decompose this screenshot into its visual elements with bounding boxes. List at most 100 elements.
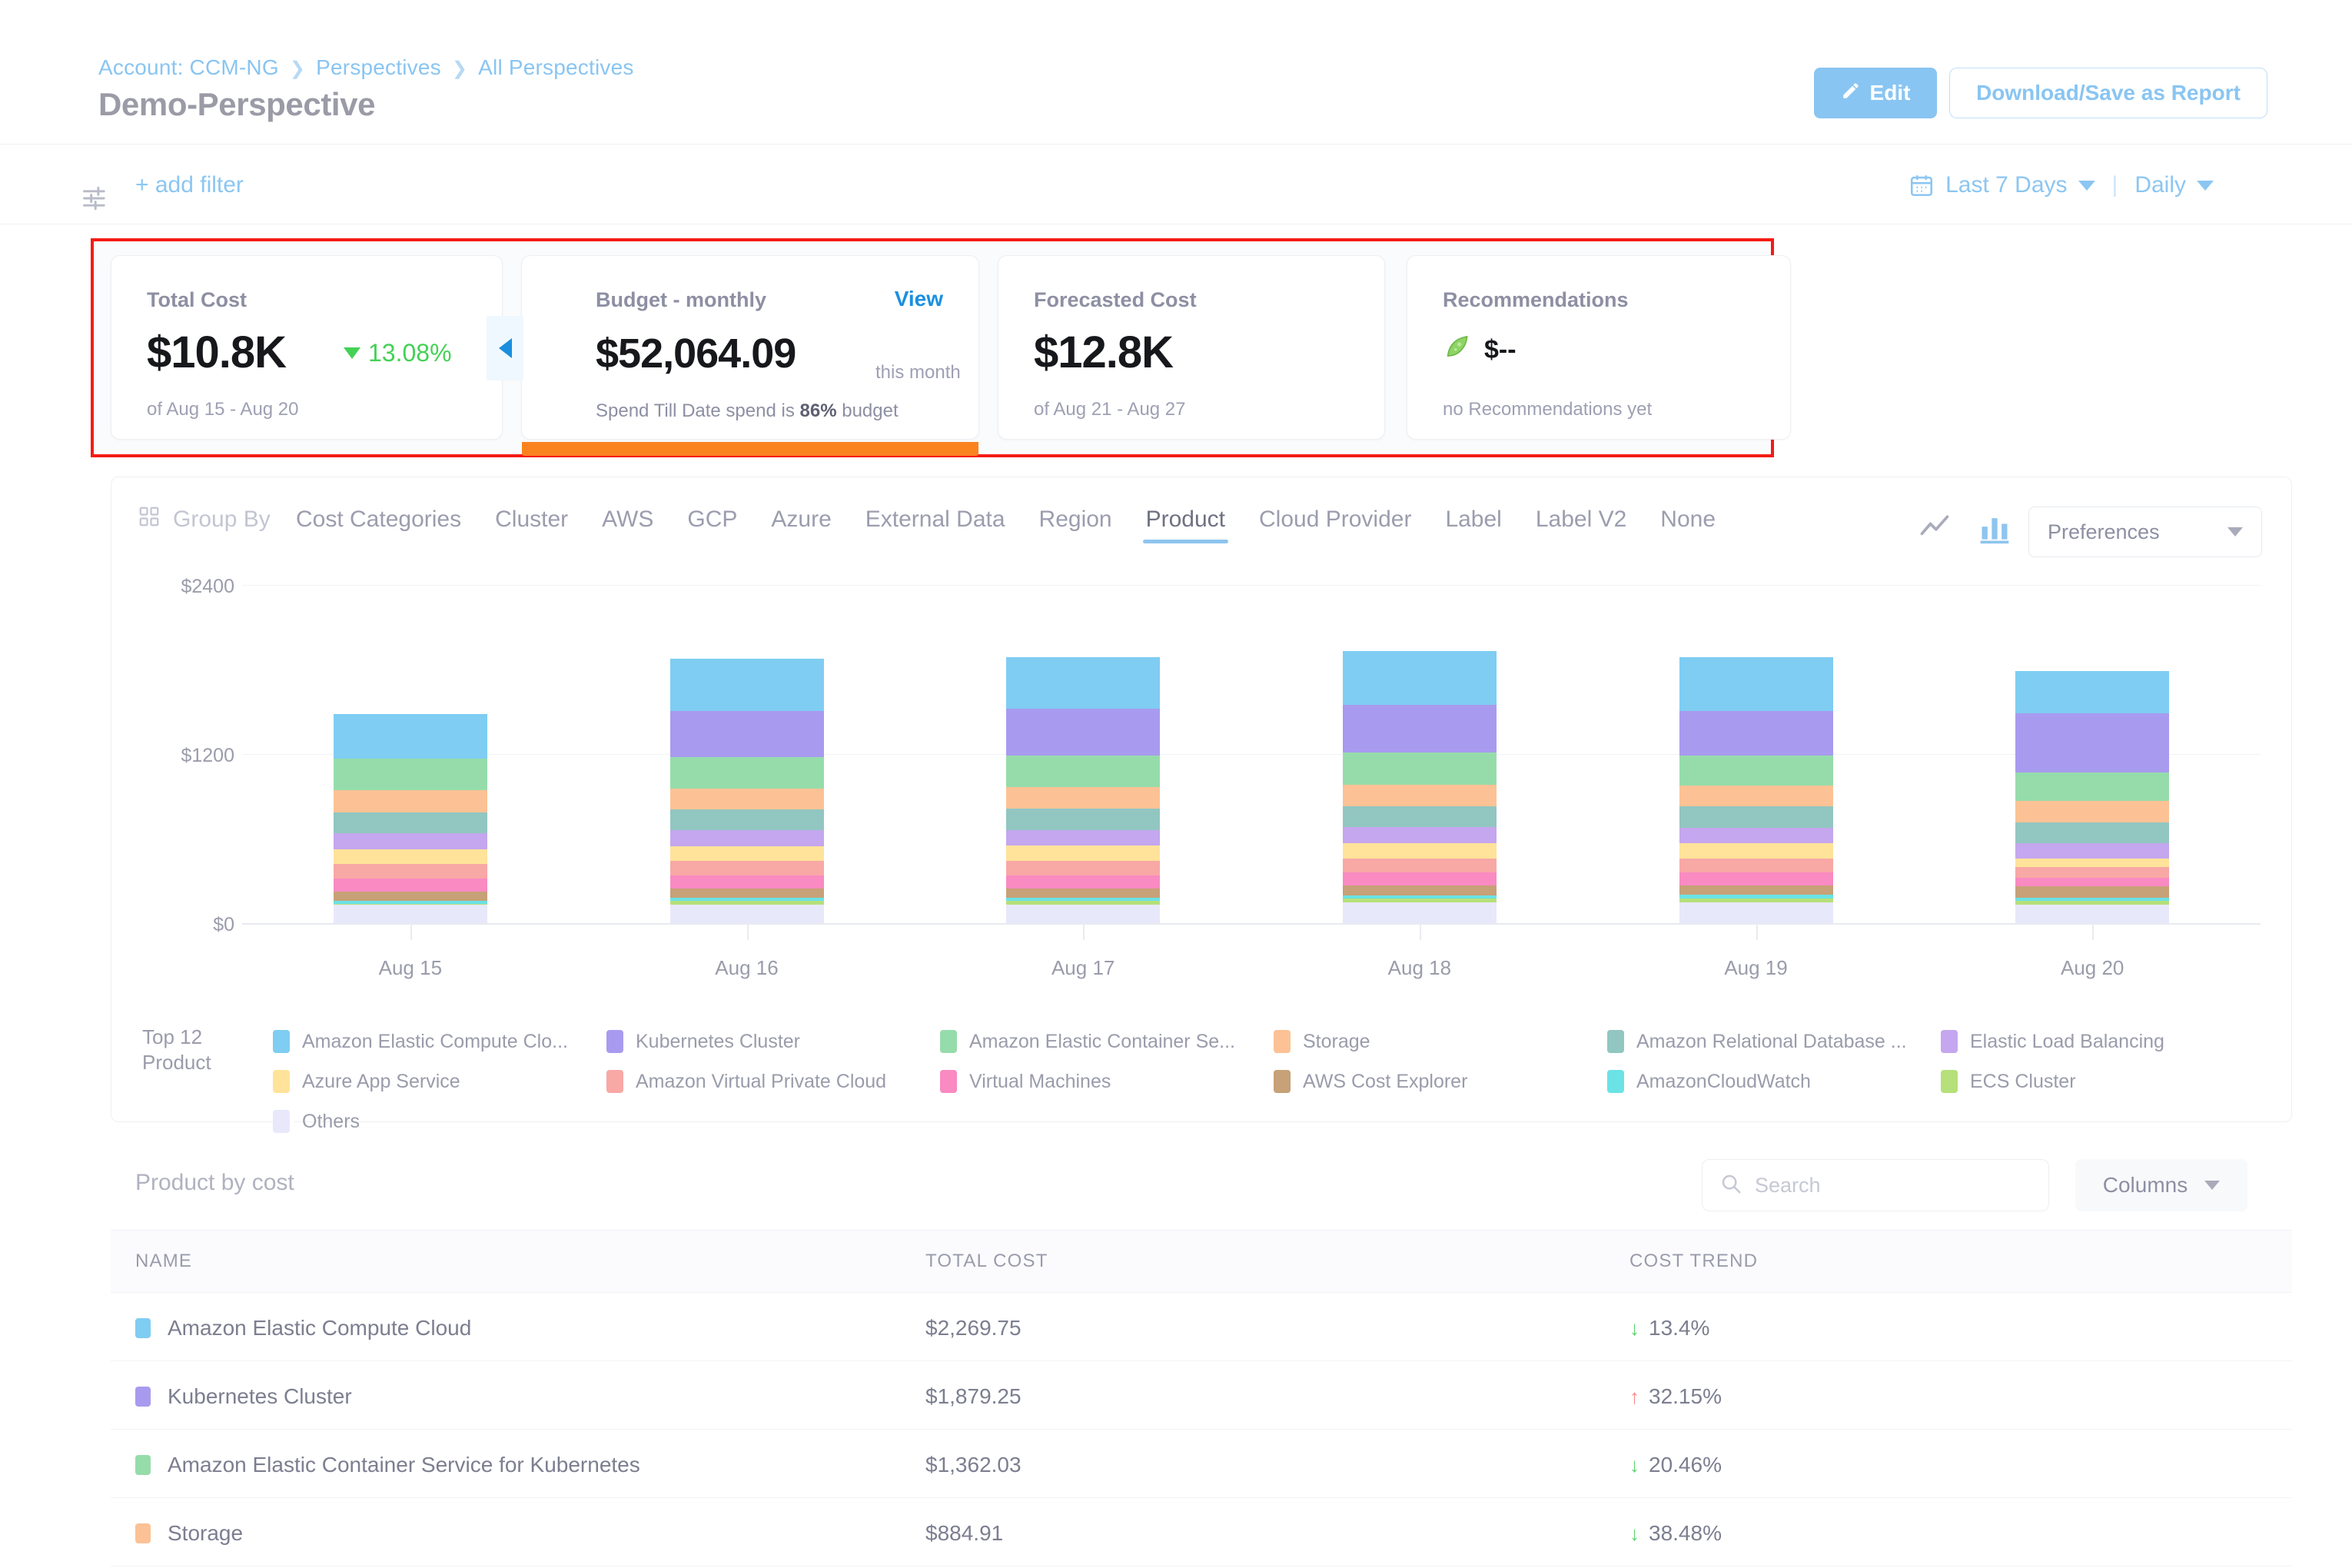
- group-by-tab-region[interactable]: Region: [1038, 507, 1112, 532]
- preferences-dropdown[interactable]: Preferences: [2028, 507, 2262, 557]
- kpi-card-recommendations[interactable]: Recommendations $-- no Recommendations y…: [1407, 255, 1791, 440]
- bar-segment[interactable]: [1342, 885, 1497, 895]
- bar-segment[interactable]: [1006, 905, 1161, 923]
- bar-segment[interactable]: [333, 714, 487, 759]
- bar-segment[interactable]: [2015, 858, 2170, 867]
- bar-segment[interactable]: [333, 833, 487, 849]
- bar-segment[interactable]: [2015, 671, 2170, 714]
- bar-segment[interactable]: [669, 710, 824, 758]
- bar-segment[interactable]: [669, 888, 824, 899]
- bar-segment[interactable]: [2015, 885, 2170, 899]
- bar-segment[interactable]: [333, 849, 487, 865]
- group-by-tab-cost-categories[interactable]: Cost Categories: [296, 507, 462, 532]
- bar-segment[interactable]: [1006, 845, 1161, 862]
- bar-segment[interactable]: [1679, 885, 1833, 895]
- bar-segment[interactable]: [2015, 713, 2170, 773]
- bar-segment[interactable]: [1006, 898, 1161, 902]
- bar-segment[interactable]: [669, 861, 824, 875]
- bar-segment[interactable]: [1679, 827, 1833, 843]
- edit-button[interactable]: Edit: [1814, 68, 1937, 118]
- bar-column[interactable]: Aug 20: [1924, 585, 2261, 979]
- line-chart-icon[interactable]: [1918, 511, 1952, 549]
- bar-segment[interactable]: [1679, 656, 1833, 711]
- group-by-tab-gcp[interactable]: GCP: [687, 507, 738, 532]
- bar-segment[interactable]: [669, 901, 824, 905]
- bar-segment[interactable]: [333, 891, 487, 902]
- bar-segment[interactable]: [669, 809, 824, 831]
- bar-segment[interactable]: [669, 845, 824, 862]
- bar-segment[interactable]: [1679, 902, 1833, 923]
- bar-segment[interactable]: [1342, 872, 1497, 886]
- bar-segment[interactable]: [669, 875, 824, 889]
- bar-segment[interactable]: [1679, 895, 1833, 899]
- stacked-bar[interactable]: [333, 714, 487, 923]
- bar-segment[interactable]: [1006, 657, 1161, 709]
- bar-segment[interactable]: [1342, 827, 1497, 843]
- bar-segment[interactable]: [1006, 756, 1161, 788]
- bar-column[interactable]: Aug 17: [915, 585, 1251, 979]
- group-by-tab-product[interactable]: Product: [1129, 496, 1242, 543]
- table-row[interactable]: Kubernetes Cluster $1,879.25 ↑ 32.15%: [111, 1361, 2292, 1430]
- bar-segment[interactable]: [333, 901, 487, 905]
- kpi-card-budget[interactable]: Budget - monthly View $52,064.09 this mo…: [487, 255, 979, 456]
- legend-item[interactable]: Virtual Machines: [940, 1061, 1267, 1101]
- bar-column[interactable]: Aug 15: [242, 585, 579, 979]
- legend-item[interactable]: Others: [273, 1101, 600, 1141]
- bar-column[interactable]: Aug 19: [1588, 585, 1925, 979]
- budget-prev-button[interactable]: [487, 316, 523, 380]
- bar-segment[interactable]: [1679, 858, 1833, 873]
- bar-segment[interactable]: [333, 812, 487, 834]
- download-save-report-button[interactable]: Download/Save as Report: [1949, 68, 2267, 118]
- breadcrumb-item-perspectives[interactable]: Perspectives: [316, 55, 441, 79]
- bar-segment[interactable]: [1679, 872, 1833, 885]
- bar-segment[interactable]: [669, 659, 824, 711]
- bar-segment[interactable]: [1006, 875, 1161, 889]
- stacked-bar[interactable]: [1006, 657, 1161, 923]
- bar-chart-icon[interactable]: [1978, 511, 2011, 549]
- bar-segment[interactable]: [333, 759, 487, 790]
- bar-segment[interactable]: [1006, 888, 1161, 899]
- bar-segment[interactable]: [1342, 704, 1497, 753]
- bar-segment[interactable]: [1679, 898, 1833, 902]
- stacked-bar[interactable]: [669, 659, 824, 923]
- group-by-tab-cluster[interactable]: Cluster: [495, 507, 569, 532]
- bar-segment[interactable]: [1342, 752, 1497, 786]
- legend-item[interactable]: ECS Cluster: [1941, 1061, 2268, 1101]
- breadcrumb-item-account[interactable]: Account: CCM-NG: [98, 55, 279, 79]
- bar-segment[interactable]: [1342, 895, 1497, 899]
- bar-segment[interactable]: [1342, 650, 1497, 705]
- bar-segment[interactable]: [1006, 901, 1161, 905]
- bar-segment[interactable]: [669, 905, 824, 923]
- bar-column[interactable]: Aug 18: [1251, 585, 1588, 979]
- bar-segment[interactable]: [2015, 878, 2170, 886]
- bar-segment[interactable]: [2015, 901, 2170, 905]
- column-header-name[interactable]: NAME: [135, 1251, 193, 1271]
- legend-item[interactable]: Elastic Load Balancing: [1941, 1022, 2268, 1061]
- bar-segment[interactable]: [1342, 806, 1497, 828]
- bar-segment[interactable]: [669, 898, 824, 902]
- bar-segment[interactable]: [1679, 842, 1833, 859]
- table-row[interactable]: Storage $884.91 ↓ 38.48%: [111, 1498, 2292, 1566]
- group-by-tab-external-data[interactable]: External Data: [865, 507, 1005, 532]
- bar-segment[interactable]: [2015, 866, 2170, 879]
- legend-item[interactable]: Storage: [1274, 1022, 1601, 1061]
- bar-segment[interactable]: [333, 904, 487, 905]
- search-box[interactable]: [1702, 1159, 2049, 1211]
- bar-segment[interactable]: [1679, 786, 1833, 807]
- bar-segment[interactable]: [1006, 829, 1161, 846]
- bar-segment[interactable]: [1342, 785, 1497, 806]
- legend-item[interactable]: Kubernetes Cluster: [606, 1022, 934, 1061]
- bar-segment[interactable]: [1006, 861, 1161, 875]
- group-by-tab-aws[interactable]: AWS: [602, 507, 654, 532]
- stacked-bar[interactable]: [2015, 671, 2170, 923]
- legend-item[interactable]: AmazonCloudWatch: [1607, 1061, 1935, 1101]
- bar-column[interactable]: Aug 16: [579, 585, 915, 979]
- stacked-bar[interactable]: [1679, 656, 1833, 923]
- bar-segment[interactable]: [669, 830, 824, 846]
- bar-segment[interactable]: [1342, 842, 1497, 859]
- bar-segment[interactable]: [1679, 755, 1833, 786]
- bar-segment[interactable]: [2015, 772, 2170, 802]
- bar-segment[interactable]: [333, 905, 487, 923]
- bar-segment[interactable]: [1006, 808, 1161, 830]
- budget-view-link[interactable]: View: [894, 287, 943, 311]
